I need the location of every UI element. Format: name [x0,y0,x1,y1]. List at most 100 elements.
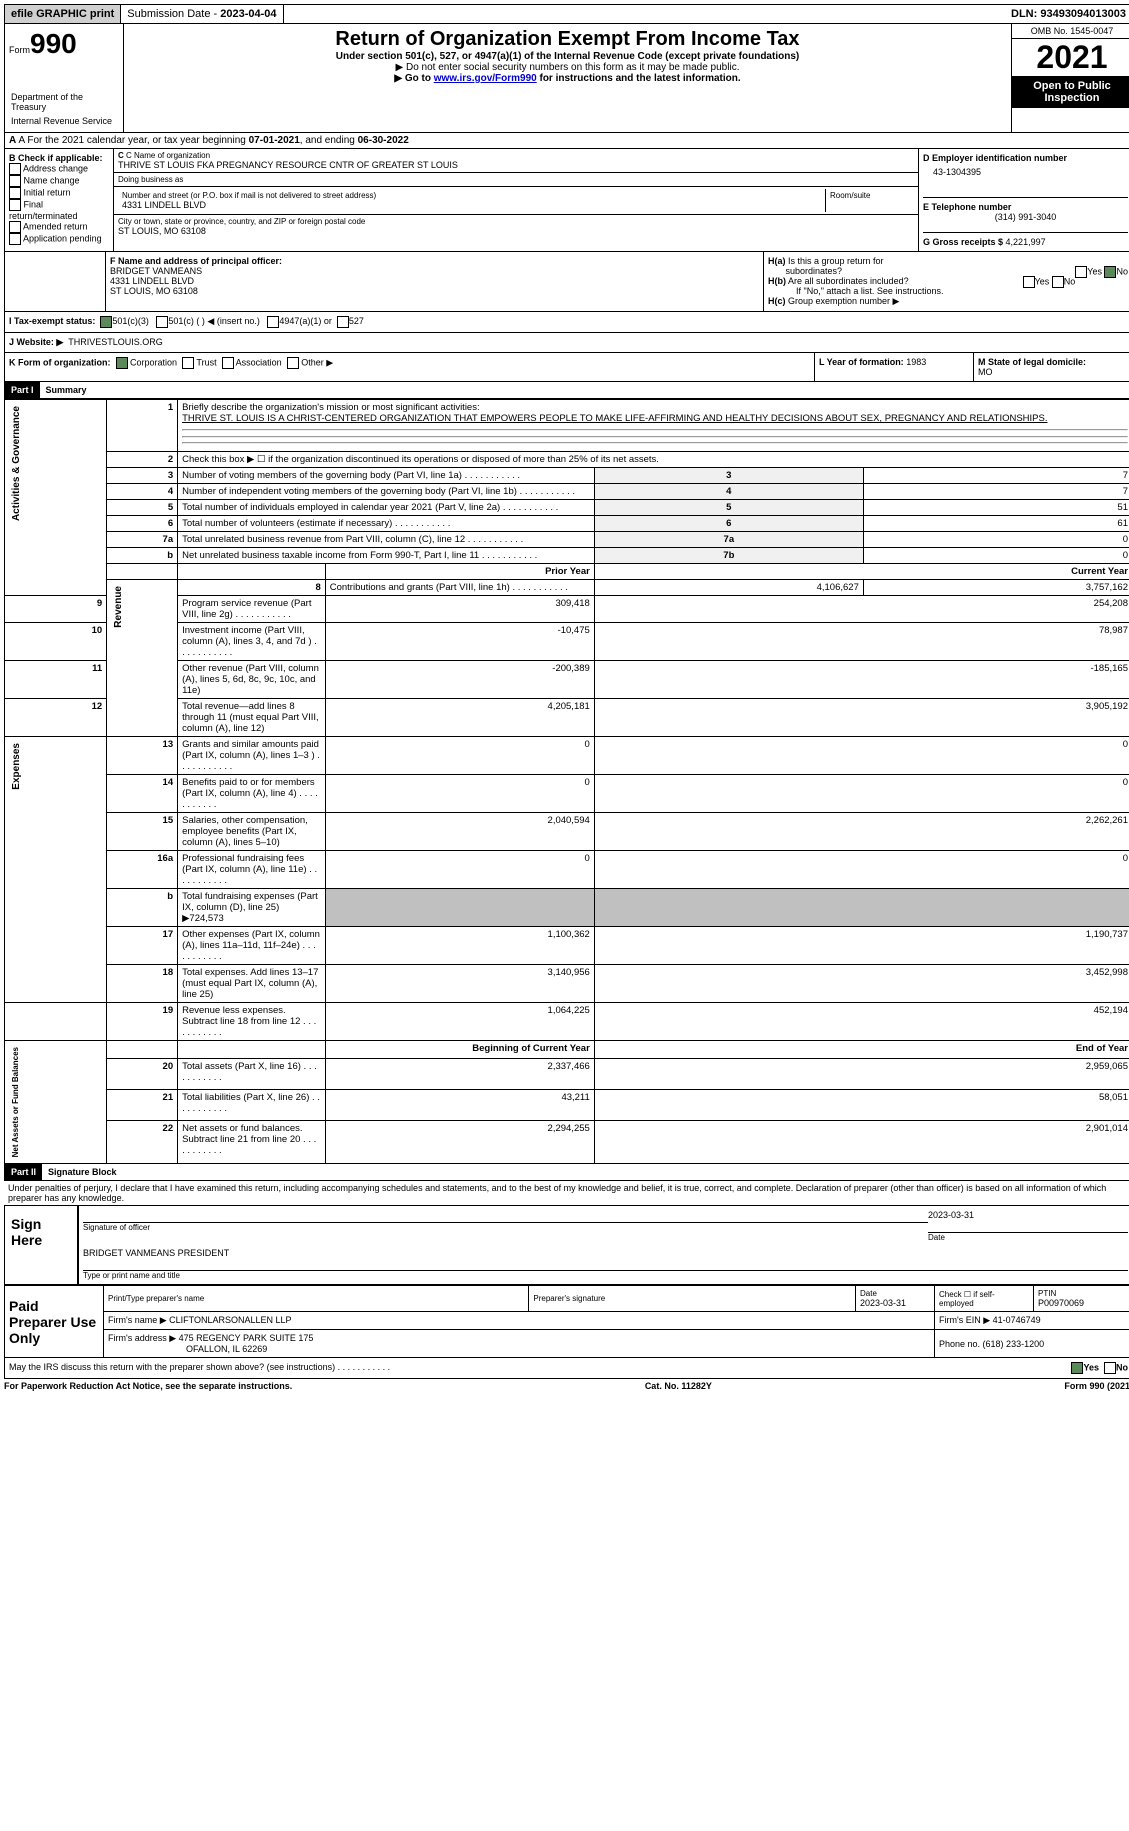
prior-15: 2,040,594 [325,813,594,851]
hb-no[interactable] [1052,276,1064,288]
val-4: 7 [863,484,1129,500]
firm-addr1: 475 REGENCY PARK SUITE 175 [179,1333,314,1343]
end-year-header: End of Year [594,1041,1129,1059]
check-4947[interactable] [267,316,279,328]
check-other[interactable] [287,357,299,369]
curr-8: 3,757,162 [863,580,1129,596]
current-year-header: Current Year [594,564,1129,580]
top-bar: efile GRAPHIC print Submission Date - 20… [4,4,1129,24]
prep-date: 2023-03-31 [860,1298,906,1308]
officer-name-title: BRIDGET VANMEANS PRESIDENT [83,1248,1128,1258]
curr-15: 2,262,261 [594,813,1129,851]
dln: DLN: 93493094013003 [1005,5,1129,23]
check-501c[interactable] [156,316,168,328]
firm-ein: 41-0746749 [993,1315,1041,1325]
note-link: ▶ Go to www.irs.gov/Form990 for instruct… [128,73,1007,84]
prior-22: 2,294,255 [325,1120,594,1163]
curr-12: 3,905,192 [594,699,1129,737]
mission-text: THRIVE ST. LOUIS IS A CHRIST-CENTERED OR… [182,413,1047,424]
efile-print-button[interactable]: efile GRAPHIC print [5,5,121,23]
val-7b: 0 [863,548,1129,564]
org-name: THRIVE ST LOUIS FKA PREGNANCY RESOURCE C… [118,160,914,170]
year-formation: L Year of formation: 1983 [814,353,973,381]
discuss-yes[interactable] [1071,1362,1083,1374]
curr-19: 452,194 [594,1003,1129,1041]
curr-14: 0 [594,775,1129,813]
col-b-checkboxes: B Check if applicable: Address change Na… [5,149,114,251]
check-527[interactable] [337,316,349,328]
curr-18: 3,452,998 [594,965,1129,1003]
val-6: 61 [863,516,1129,532]
prior-12: 4,205,181 [325,699,594,737]
prior-21: 43,211 [325,1090,594,1121]
officer-city: ST LOUIS, MO 63108 [110,286,198,296]
val-7a: 0 [863,532,1129,548]
check-501c3[interactable] [100,316,112,328]
ha-yes[interactable] [1075,266,1087,278]
preparer-table: Paid Preparer Use Only Print/Type prepar… [4,1285,1129,1358]
curr-11: -185,165 [594,661,1129,699]
curr-20: 2,959,065 [594,1059,1129,1090]
check-self-employed[interactable]: Check ☐ if self-employed [939,1290,1029,1308]
signature-block: Sign Here Signature of officer 2023-03-3… [4,1205,1129,1285]
form-title: Return of Organization Exempt From Incom… [128,28,1007,51]
dept-treasury: Department of the Treasury [9,90,119,114]
paperwork-notice: For Paperwork Reduction Act Notice, see … [4,1381,292,1391]
curr-17: 1,190,737 [594,927,1129,965]
gross-receipts: 4,221,997 [1006,237,1046,247]
part1-header: Part I Summary [4,382,1129,399]
note-ssn: ▶ Do not enter social security numbers o… [128,62,1007,73]
discuss-no[interactable] [1104,1362,1116,1374]
cat-no: Cat. No. 11282Y [645,1381,712,1391]
prior-11: -200,389 [325,661,594,699]
check-trust[interactable] [182,357,194,369]
prior-19: 1,064,225 [325,1003,594,1041]
hc-exemption: H(c) Group exemption number ▶ [768,296,1128,307]
checkbox-amended[interactable] [9,221,21,233]
prior-8: 4,106,627 [594,580,863,596]
checkbox-name-change[interactable] [9,175,21,187]
ha-no[interactable] [1104,266,1116,278]
officer-section: F Name and address of principal officer:… [4,252,1129,312]
line2: Check this box ▶ ☐ if the organization d… [178,452,1129,468]
form-header: Form990 Department of the Treasury Inter… [4,24,1129,133]
checkbox-initial-return[interactable] [9,187,21,199]
irs-label: Internal Revenue Service [9,114,119,128]
hb-yes[interactable] [1023,276,1035,288]
paid-preparer-label: Paid Preparer Use Only [5,1286,104,1358]
website-row: J Website: ▶ THRIVESTLOUIS.ORG [4,333,1129,353]
part2-header: Part II Signature Block [4,1164,1129,1181]
checkbox-application-pending[interactable] [9,233,21,245]
val-3: 7 [863,468,1129,484]
hb-subordinates: H(b) Are all subordinates included? Yes … [768,276,1128,286]
irs-link[interactable]: www.irs.gov/Form990 [434,73,537,84]
checkbox-final-return[interactable] [9,199,21,211]
ein: 43-1304395 [923,163,1128,181]
website-url: THRIVESTLOUIS.ORG [68,337,163,348]
form-ref: Form 990 (2021) [1064,1381,1129,1391]
form-org-row: K Form of organization: Corporation Trus… [4,353,1129,382]
check-corp[interactable] [116,357,128,369]
org-info-section: B Check if applicable: Address change Na… [4,149,1129,252]
sidebar-netassets: Net Assets or Fund Balances [9,1043,22,1161]
form-subtitle: Under section 501(c), 527, or 4947(a)(1)… [128,51,1007,62]
begin-year-header: Beginning of Current Year [325,1041,594,1059]
prior-year-header: Prior Year [325,564,594,580]
firm-name: CLIFTONLARSONALLEN LLP [169,1315,291,1325]
ptin: P00970069 [1038,1298,1084,1308]
firm-addr2: OFALLON, IL 62269 [108,1344,267,1354]
sig-date: 2023-03-31 [928,1210,1128,1220]
sidebar-activities: Activities & Governance [9,402,24,525]
city-state-zip: ST LOUIS, MO 63108 [118,226,914,236]
checkbox-address-change[interactable] [9,163,21,175]
col-c-org: C C Name of organization THRIVE ST LOUIS… [114,149,918,251]
submission-date: Submission Date - 2023-04-04 [121,5,283,23]
sign-here-label: Sign Here [5,1206,77,1284]
check-assoc[interactable] [222,357,234,369]
prior-9: 309,418 [325,596,594,623]
sidebar-expenses: Expenses [9,739,24,794]
prior-14: 0 [325,775,594,813]
prior-20: 2,337,466 [325,1059,594,1090]
prior-17: 1,100,362 [325,927,594,965]
form-number: 990 [30,28,77,59]
